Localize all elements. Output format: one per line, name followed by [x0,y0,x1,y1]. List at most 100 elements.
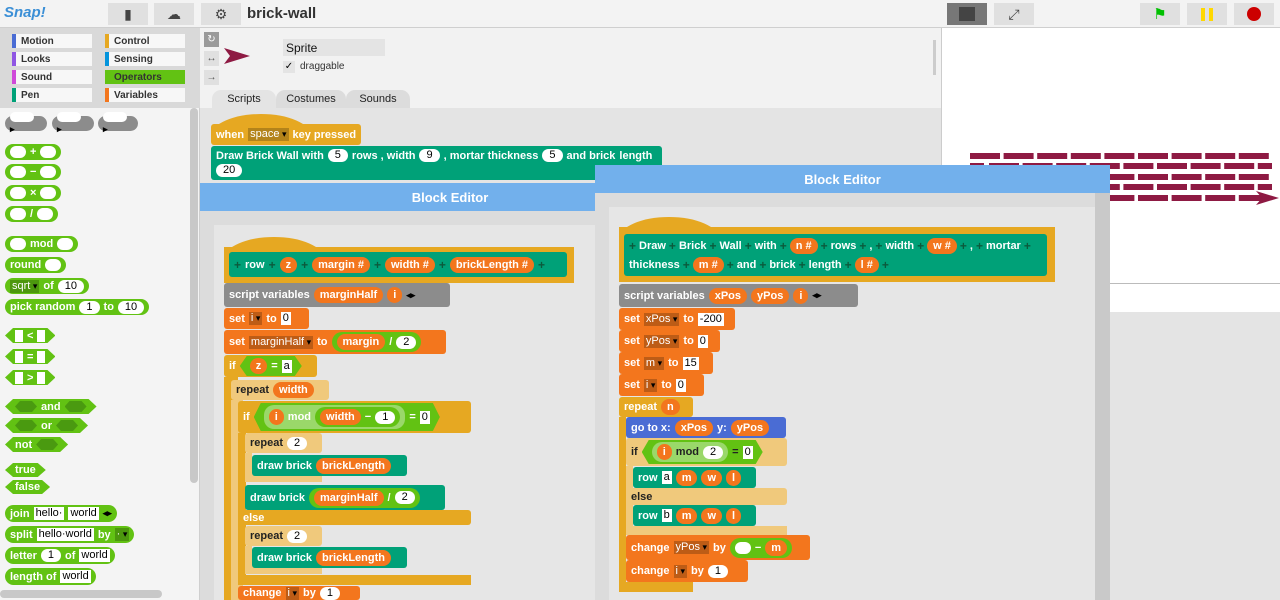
e1-if2-block[interactable]: if i mod width −1 = 0 [238,401,471,433]
pal-gt-block[interactable]: > [5,370,55,385]
e2-row-a-block[interactable]: row a m w l [633,467,756,488]
number-slot[interactable]: 2 [287,436,308,450]
pal-sqrt-block[interactable]: sqrtof10 [5,278,90,294]
rotation-leftright-button[interactable]: ↔ [204,51,219,66]
ring-slot[interactable] [103,112,127,122]
variable-reporter[interactable]: i [269,409,284,425]
variable-reporter[interactable]: marginHalf [313,287,384,303]
block-editor-scrollbar[interactable] [1095,193,1110,600]
number-slot[interactable]: 2 [394,491,415,504]
empty-slot[interactable] [10,146,26,158]
dropdown[interactable]: i [248,312,263,325]
text-slot[interactable]: 0 [280,312,291,325]
plus-separator[interactable]: + [820,238,828,253]
number-slot[interactable]: 1 [40,549,62,562]
empty-slot[interactable] [734,541,751,554]
e1-if1-block[interactable]: if z = a [224,355,317,377]
pal-ring-cmd-block[interactable]: ▸ [5,112,47,134]
pal-mod-block[interactable]: mod [5,236,79,252]
number-slot[interactable]: 20 [216,164,243,177]
e2-proto-block[interactable]: + Draw + Brick + Wall + with + n # + rows +, + width + w… [624,234,1047,276]
variable-reporter[interactable]: l [726,507,742,524]
variable-reporter[interactable]: margin [336,334,386,350]
normal-stage-button[interactable] [947,3,987,25]
dropdown[interactable]: space [248,128,289,141]
plus-separator[interactable]: + [875,238,883,253]
number-slot[interactable]: 2 [287,529,308,543]
number-slot[interactable]: 10 [57,279,85,293]
pal-join-block[interactable]: join hello· world ◂▸ [5,505,117,522]
pal-not-block[interactable]: not [5,437,68,452]
reporter-block[interactable]: margin/2 [331,332,422,352]
plus-separator[interactable]: + [268,257,276,272]
variable-reporter[interactable]: n [661,399,680,415]
boolean-slot[interactable] [56,420,78,431]
empty-slot[interactable] [10,166,26,178]
predicate-block[interactable]: i mod 2 = 0 [642,440,763,464]
pal-or-block[interactable]: or [5,418,88,433]
empty-slot[interactable] [15,330,23,342]
pal-lt-block[interactable]: < [5,328,55,343]
corral-scrollbar[interactable] [933,40,936,75]
empty-slot[interactable] [45,259,62,271]
plus-separator[interactable]: + [1023,238,1031,253]
boolean-slot[interactable] [65,401,87,412]
dropdown[interactable]: i [673,564,687,578]
variable-reporter[interactable]: width [320,409,361,425]
text-slot[interactable]: -200 [697,312,724,326]
text-slot[interactable]: a [661,471,672,484]
pause-button[interactable] [1187,3,1227,25]
category-sensing[interactable]: Sensing [105,52,185,66]
reporter-block[interactable]: marginHalf/2 [309,487,420,508]
palette-horizontal-scrollbar[interactable] [0,590,162,598]
ring-slot[interactable] [10,112,34,122]
empty-slot[interactable] [10,208,26,220]
text-slot[interactable]: 0 [697,334,708,348]
variable-reporter[interactable]: brickLength # [449,256,535,273]
category-motion[interactable]: Motion [12,34,92,48]
plus-separator[interactable]: + [917,238,925,253]
empty-slot[interactable] [37,330,45,342]
dropdown[interactable]: marginHalf [248,335,314,349]
text-slot[interactable]: hello·world [36,528,94,541]
pal-times-block[interactable]: × [5,185,62,201]
variable-reporter[interactable]: z [250,358,268,374]
ring-slot[interactable] [57,112,81,122]
number-slot[interactable]: 5 [542,149,563,162]
plus-separator[interactable]: + [373,257,381,272]
rotation-none-button[interactable]: → [204,70,219,85]
e2-change-i-block[interactable]: changeiby1 [626,560,748,582]
arrows-icon[interactable]: ◂▸ [102,508,112,518]
reporter-block[interactable]: − m [729,537,793,558]
variable-reporter[interactable]: marginHalf [314,489,384,506]
e1-rep2a-block[interactable]: repeat 2 [245,433,322,453]
dropdown[interactable]: sqrt [10,279,40,293]
plus-separator[interactable]: + [844,257,852,272]
e1-rep2b-block[interactable]: repeat 2 [245,526,322,546]
text-slot[interactable]: 15 [682,356,699,370]
dropdown[interactable]: i [285,586,299,600]
dropdown[interactable]: yPos [673,541,710,554]
plus-separator[interactable]: + [668,238,676,253]
pal-split-block[interactable]: split hello·world by · [5,526,135,543]
tab-sounds[interactable]: Sounds [346,90,410,108]
text-slot[interactable]: a [283,359,290,372]
e2-goto-block[interactable]: go to x: xPos y: yPos [626,417,786,438]
empty-slot[interactable] [37,372,45,384]
plus-separator[interactable]: + [859,238,867,253]
text-slot[interactable]: world [68,507,99,520]
variable-reporter[interactable]: m [675,507,698,524]
category-operators[interactable]: Operators [105,70,185,84]
pal-div-block[interactable]: / [5,206,59,222]
number-slot[interactable]: 1 [375,411,395,424]
e1-rep-w-block[interactable]: repeat width [231,380,329,400]
palette-vertical-scrollbar[interactable] [190,108,198,483]
e1-set-mh-block[interactable]: setmarginHalftomargin/2 [224,330,446,354]
pal-plus-block[interactable]: + [5,144,62,160]
e2-set-x-block[interactable]: setxPosto-200 [619,308,735,330]
variable-reporter[interactable]: w [701,469,723,486]
number-slot[interactable]: 2 [703,446,723,459]
plus-separator[interactable]: + [682,257,690,272]
number-slot[interactable]: 5 [327,149,348,162]
text-slot[interactable]: world [60,570,91,583]
